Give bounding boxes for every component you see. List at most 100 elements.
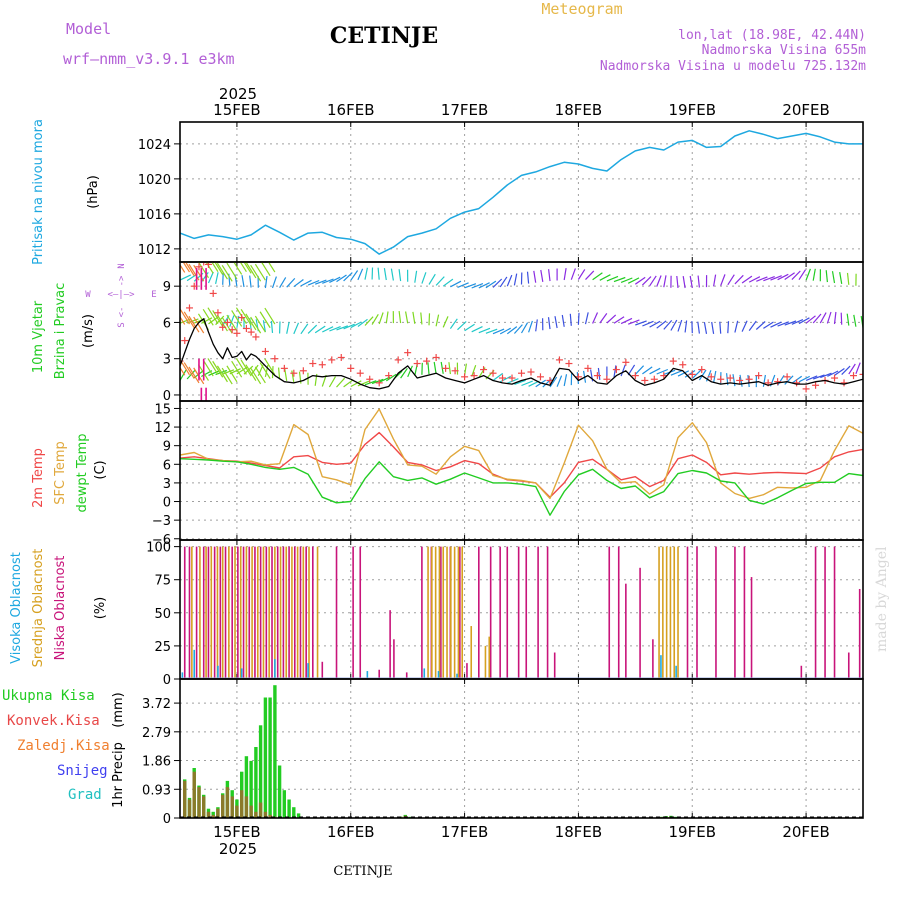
conv-precip-bar: [192, 771, 196, 818]
wind-barb: [798, 317, 810, 325]
wind-barb: [336, 274, 347, 283]
wind-barb: [293, 279, 304, 288]
wind-barb: [762, 374, 766, 387]
wind-barb: [343, 379, 354, 388]
y-tick-label: 1.86: [142, 755, 171, 770]
wind-barb: [584, 312, 589, 325]
wind-barb: [825, 270, 828, 283]
conv-precip-bar: [230, 796, 234, 818]
wind-barb: [777, 321, 790, 327]
wind-barb: [235, 358, 247, 375]
top-day-label: 18FEB: [555, 101, 602, 119]
wind-barb: [620, 277, 633, 283]
wind-barb: [846, 313, 850, 326]
wind-barb: [371, 378, 384, 385]
wind-barb: [805, 375, 818, 381]
bottom-day-label: 16FEB: [327, 823, 374, 841]
wind-barb: [676, 275, 679, 288]
wind-barb: [649, 275, 657, 287]
wind-barb: [202, 359, 214, 377]
wind-barb: [226, 262, 238, 280]
wind-barb: [535, 319, 538, 332]
wind-unit: (m/s): [81, 314, 96, 348]
legend-total-precip: Ukupna Kisa: [2, 688, 95, 704]
wind-barb: [264, 276, 268, 289]
wind-barb: [464, 323, 475, 332]
wind-barb: [271, 276, 277, 289]
wind-barb: [378, 312, 384, 325]
wind-barb: [834, 368, 845, 376]
wind-barb: [427, 362, 430, 375]
wind-barb: [599, 274, 611, 281]
wind-barb: [770, 275, 782, 281]
wind-barb: [188, 366, 200, 384]
station-coords: lon,lat (18.98E, 42.44N): [678, 28, 866, 43]
top-day-labels: 15FEB 16FEB 17FEB 18FEB 19FEB 20FEB: [213, 101, 830, 119]
panel-border: [179, 121, 864, 263]
total-precip-bar: [268, 697, 272, 818]
compass-center: <–|–>: [107, 290, 135, 300]
wind-barb: [180, 369, 187, 381]
wind-barb: [569, 313, 572, 326]
wind-barb: [270, 320, 274, 333]
wind-compass-rose: N -> W <–|–> E <- S: [85, 263, 156, 327]
wind-barb: [592, 312, 599, 324]
wind-barb: [634, 365, 645, 375]
wind-barb: [216, 262, 228, 280]
wind-barb: [291, 370, 295, 383]
wind-barb: [240, 359, 252, 377]
legend-hail: Grad: [68, 787, 102, 803]
wind-barb: [697, 275, 700, 288]
top-day-label: 20FEB: [782, 101, 829, 119]
wind-barb: [656, 368, 669, 375]
wind-barb: [420, 312, 423, 325]
wind-barb: [357, 318, 368, 327]
wind-barb: [798, 269, 807, 281]
compass-north: N: [117, 263, 127, 268]
legend-frz-precip: Zaledj.Kisa: [17, 738, 110, 754]
wind-barb: [577, 269, 586, 280]
wind-barb: [563, 374, 568, 387]
wind-barb: [229, 315, 235, 327]
wind-barb: [499, 375, 512, 383]
wind-barbs: [180, 262, 863, 401]
wind-barb: [606, 314, 617, 324]
wind-barb: [748, 276, 761, 283]
conv-precip-bar: [268, 814, 272, 818]
wind-barb: [627, 364, 636, 376]
wind-barb: [556, 375, 563, 387]
wind-barb: [812, 374, 825, 380]
wind-barb: [231, 310, 243, 327]
wind-barb: [250, 316, 262, 334]
wind-barb: [561, 314, 565, 327]
conv-precip-bar: [225, 787, 230, 818]
wind-barb: [471, 364, 477, 377]
wind-barb: [286, 277, 296, 288]
y-tick-label: 15: [154, 402, 171, 417]
wind-barb: [513, 324, 523, 334]
total-precip-bar: [254, 747, 258, 818]
wind-barb: [599, 313, 608, 324]
wind-barb: [208, 316, 219, 325]
wind-barb: [364, 316, 374, 326]
wind-barb: [212, 360, 224, 378]
top-day-label: 16FEB: [327, 101, 374, 119]
wind-speed-line: [180, 318, 863, 390]
wind-barb: [212, 310, 224, 327]
wind-barb: [314, 325, 326, 334]
wind-barb: [784, 375, 794, 385]
wind-barb: [307, 279, 320, 286]
wind-barb: [597, 367, 601, 380]
wind-barb: [620, 317, 633, 325]
wind-barb: [734, 320, 739, 333]
wind-barb: [328, 376, 337, 388]
legend-snow: Snijeg: [57, 763, 108, 779]
wind-barb: [689, 275, 693, 289]
wind-barb: [492, 278, 503, 288]
wind-barb: [839, 271, 843, 285]
wind-barb: [414, 270, 418, 283]
wind-barb: [548, 269, 551, 282]
wind-barb: [592, 272, 603, 281]
wind-barb: [222, 272, 224, 285]
y-tick-label: 75: [154, 574, 171, 589]
